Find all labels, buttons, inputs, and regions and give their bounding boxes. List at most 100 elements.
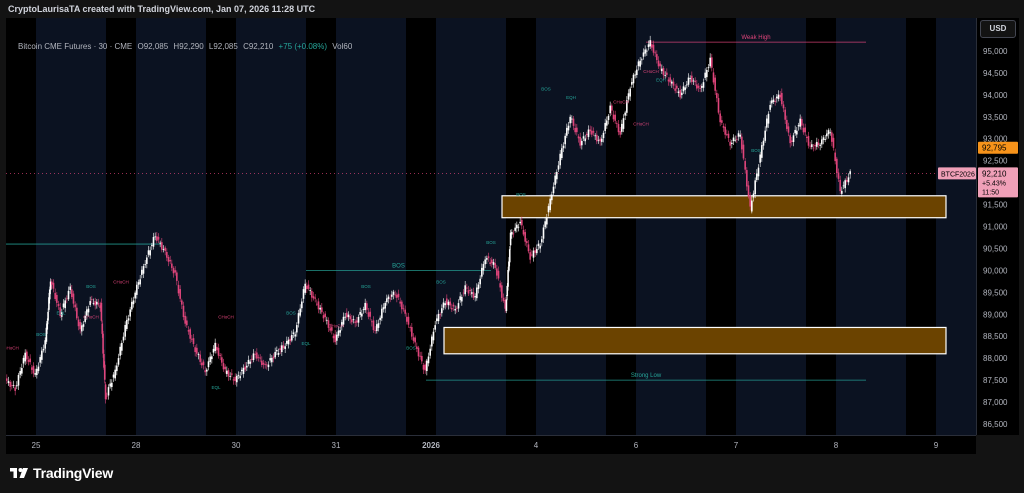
time-tick-label: 4 [534, 441, 539, 450]
chart-attribution: CryptoLaurisaTA created with TradingView… [8, 4, 316, 14]
candle-body [606, 120, 608, 126]
candle-body [291, 334, 293, 341]
candle-body [634, 74, 636, 76]
candle-body [289, 338, 291, 342]
candle-body [767, 113, 770, 124]
structure-annotation: CHoCH [6, 345, 19, 350]
candle-body [619, 131, 621, 135]
candle-body [692, 80, 695, 82]
structure-annotation: CHoCH [83, 315, 99, 320]
candle-body [631, 82, 633, 85]
candle-body [81, 325, 83, 332]
candle-body [51, 281, 53, 285]
candle-body [279, 348, 281, 350]
price-axis[interactable]: 86,500 87,000 87,500 88,000 88,500 89,000 89,5… [976, 18, 1019, 435]
candle-body [344, 316, 346, 318]
candle-body [727, 133, 730, 139]
candle-body [417, 347, 420, 357]
candle-body [109, 383, 111, 387]
candle-body [817, 142, 820, 145]
candle-body [336, 334, 338, 341]
candle-body [119, 346, 121, 356]
candle-body [759, 154, 761, 163]
currency-button[interactable]: USD [980, 20, 1016, 38]
candle-body [236, 375, 238, 383]
candle-body [471, 292, 473, 294]
candle-body [46, 320, 49, 330]
candle-body [274, 351, 276, 358]
candle-body [449, 301, 451, 306]
candle-body [644, 49, 646, 54]
structure-annotation: BOS [361, 284, 371, 289]
candle-body [396, 294, 398, 298]
candle-body [229, 375, 231, 377]
candle-body [179, 289, 181, 299]
candle-body [37, 366, 40, 371]
candle-body [784, 109, 786, 120]
candle-body [29, 358, 31, 363]
candle-body [596, 134, 598, 142]
lower-demand-zone [443, 326, 947, 355]
candle-body [516, 224, 518, 229]
candle-body [846, 179, 848, 182]
tradingview-logo[interactable]: TradingView [10, 463, 113, 483]
candle-body [601, 138, 603, 142]
candle-body [742, 144, 745, 159]
candle-body [414, 337, 416, 343]
candle-body [227, 370, 230, 377]
candle-body [107, 387, 110, 396]
candle-body [251, 358, 253, 360]
countdown-text: 11:50 [982, 189, 999, 196]
candle-body [454, 309, 456, 311]
candle-body [794, 129, 796, 134]
symbol-legend: Bitcoin CME Futures · 30 · CME O92,085 H… [18, 42, 355, 51]
candle-body [371, 321, 373, 323]
time-tick-label: 30 [232, 441, 241, 450]
candle-body [317, 301, 320, 310]
candle-body [409, 327, 411, 328]
candle-body [181, 300, 183, 305]
candle-body [592, 131, 595, 133]
candle-body [789, 135, 791, 144]
candle-body [676, 85, 678, 89]
candle-body [209, 356, 211, 362]
candle-body [271, 357, 273, 363]
candle-body [342, 316, 345, 325]
symbol-name[interactable]: Bitcoin CME Futures · 30 · CME [18, 42, 133, 51]
candle-body [231, 373, 233, 375]
candle-body [732, 137, 735, 142]
candle-body [821, 139, 823, 145]
candle-body [92, 303, 95, 304]
strong-low-line-label: Strong Low [631, 373, 662, 379]
candle-body [296, 325, 298, 333]
candle-body [202, 361, 205, 366]
candle-body [167, 257, 170, 262]
candle-body [337, 330, 340, 336]
candle-body [277, 352, 280, 355]
candle-body [282, 345, 285, 349]
time-axis[interactable]: 25 28 30 31 2026 4 6 7 8 9 [6, 435, 976, 454]
candle-body [294, 334, 296, 337]
candle-body [111, 382, 113, 388]
candle-body [136, 284, 138, 295]
candle-body [17, 374, 20, 386]
candle-body [701, 86, 703, 88]
structure-annotation: CHoCH [218, 315, 234, 320]
candle-body [837, 172, 840, 179]
candle-body [532, 250, 535, 258]
candle-body [434, 325, 436, 330]
price-tick-label: 95,000 [983, 47, 1008, 56]
candle-body [147, 250, 150, 255]
candle-body [822, 137, 825, 140]
candle-body [437, 313, 440, 322]
candle-body [656, 54, 658, 61]
candle-body [451, 307, 453, 310]
structure-annotation: BOS [436, 280, 446, 285]
candle-body [569, 116, 571, 124]
candle-body [711, 57, 713, 68]
candle-body [159, 242, 161, 244]
plot-area[interactable]: Weak High Strong Low BOS BOS CHoCH EQL BOS CHoC… [6, 18, 976, 435]
candle-body [749, 195, 751, 207]
candle-body [587, 129, 590, 137]
candle-body [567, 125, 570, 131]
